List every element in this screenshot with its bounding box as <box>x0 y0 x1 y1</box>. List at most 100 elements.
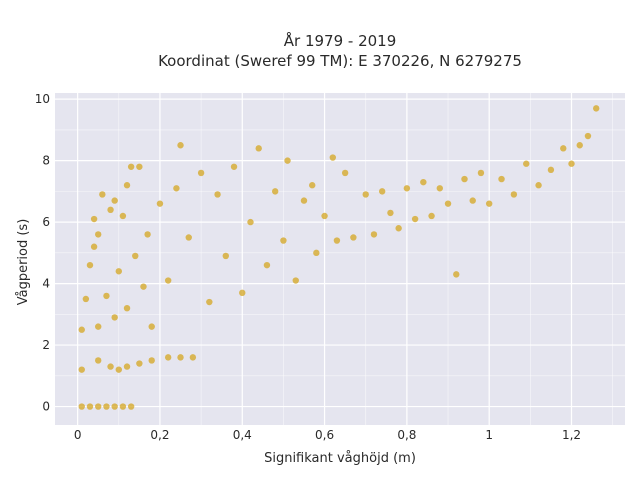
data-point <box>280 237 287 244</box>
data-point <box>411 215 419 223</box>
data-point <box>78 366 85 373</box>
data-point <box>378 188 386 195</box>
data-point <box>395 225 402 232</box>
data-point <box>144 231 151 238</box>
plot-area: 0 0,2 0,4 0,6 0,8 1 1,2 0 2 4 6 8 10 <box>35 92 625 442</box>
x-tick-label: 1,2 <box>562 428 581 442</box>
y-tick-label: 2 <box>42 338 50 352</box>
data-point <box>535 182 542 189</box>
data-point <box>284 157 291 164</box>
data-point <box>387 209 394 217</box>
data-point <box>78 326 85 333</box>
data-point <box>107 363 114 370</box>
data-point <box>321 212 328 220</box>
data-point <box>547 166 555 174</box>
data-point <box>292 277 299 284</box>
data-point <box>498 175 505 183</box>
data-point <box>95 323 102 330</box>
data-point <box>185 234 192 241</box>
y-tick-label: 4 <box>42 277 50 291</box>
data-point <box>510 191 518 198</box>
data-point <box>95 231 102 238</box>
data-point <box>123 304 131 312</box>
data-point <box>263 261 271 269</box>
x-tick-label: 1 <box>485 428 493 442</box>
y-tick-label: 6 <box>42 215 50 229</box>
data-point <box>469 197 476 204</box>
data-point <box>111 197 118 204</box>
data-point <box>127 163 135 170</box>
data-point <box>111 314 118 321</box>
y-tick-label: 0 <box>42 400 50 414</box>
data-point <box>568 160 575 167</box>
data-point <box>136 163 143 170</box>
data-point <box>230 163 238 170</box>
x-tick-label: 0 <box>74 428 82 442</box>
data-point <box>333 237 341 244</box>
data-point <box>148 323 155 330</box>
data-point <box>119 403 127 410</box>
data-point <box>140 283 147 290</box>
data-point <box>444 200 452 207</box>
data-point <box>95 403 102 410</box>
data-point <box>164 277 172 284</box>
data-point <box>156 200 164 207</box>
data-point <box>214 191 221 198</box>
data-point <box>148 357 155 364</box>
data-point <box>239 289 246 297</box>
data-point <box>115 366 122 373</box>
data-point <box>523 160 530 167</box>
x-tick-label: 0,4 <box>233 428 252 442</box>
data-point <box>255 145 262 152</box>
data-point <box>119 212 127 220</box>
data-point <box>329 154 336 161</box>
data-point <box>173 185 180 192</box>
y-tick-label: 10 <box>35 92 50 106</box>
data-point <box>428 212 435 220</box>
y-axis-title: Vågperiod (s) <box>16 219 31 306</box>
data-point <box>271 188 279 195</box>
data-point <box>103 292 110 300</box>
data-point <box>420 178 427 186</box>
data-point <box>86 261 94 269</box>
data-point <box>485 200 493 207</box>
data-point <box>362 191 369 198</box>
data-point <box>127 403 135 410</box>
x-tick-label: 0,2 <box>150 428 169 442</box>
data-point <box>436 185 444 192</box>
x-axis-title: Signifikant våghöjd (m) <box>264 451 416 466</box>
data-point <box>177 354 184 361</box>
x-tick-label: 0,8 <box>397 428 416 442</box>
data-point <box>111 403 118 410</box>
data-point <box>189 354 197 361</box>
data-point <box>560 145 567 152</box>
plot-background <box>55 93 625 425</box>
data-point <box>107 206 114 214</box>
data-point <box>78 403 85 410</box>
chart-title-line-2: Koordinat (Sweref 99 TM): E 370226, N 62… <box>158 52 522 70</box>
data-point <box>123 363 131 370</box>
x-tick-label: 0,6 <box>315 428 334 442</box>
data-point <box>132 252 139 260</box>
data-point <box>453 271 460 278</box>
data-point <box>584 132 592 140</box>
data-point <box>90 215 98 223</box>
data-point <box>177 142 184 149</box>
data-point <box>370 231 378 238</box>
data-point <box>99 191 106 198</box>
y-tick-label: 8 <box>42 154 50 168</box>
data-point <box>477 169 485 177</box>
data-point <box>206 298 213 306</box>
data-point <box>300 197 308 204</box>
data-point <box>90 243 98 250</box>
data-point <box>313 249 320 257</box>
data-point <box>82 295 90 303</box>
data-point <box>222 252 229 260</box>
data-point <box>341 169 349 177</box>
data-point <box>136 360 143 367</box>
data-point <box>115 268 122 275</box>
data-point <box>350 234 357 241</box>
data-point <box>103 403 110 410</box>
data-point <box>592 105 600 112</box>
